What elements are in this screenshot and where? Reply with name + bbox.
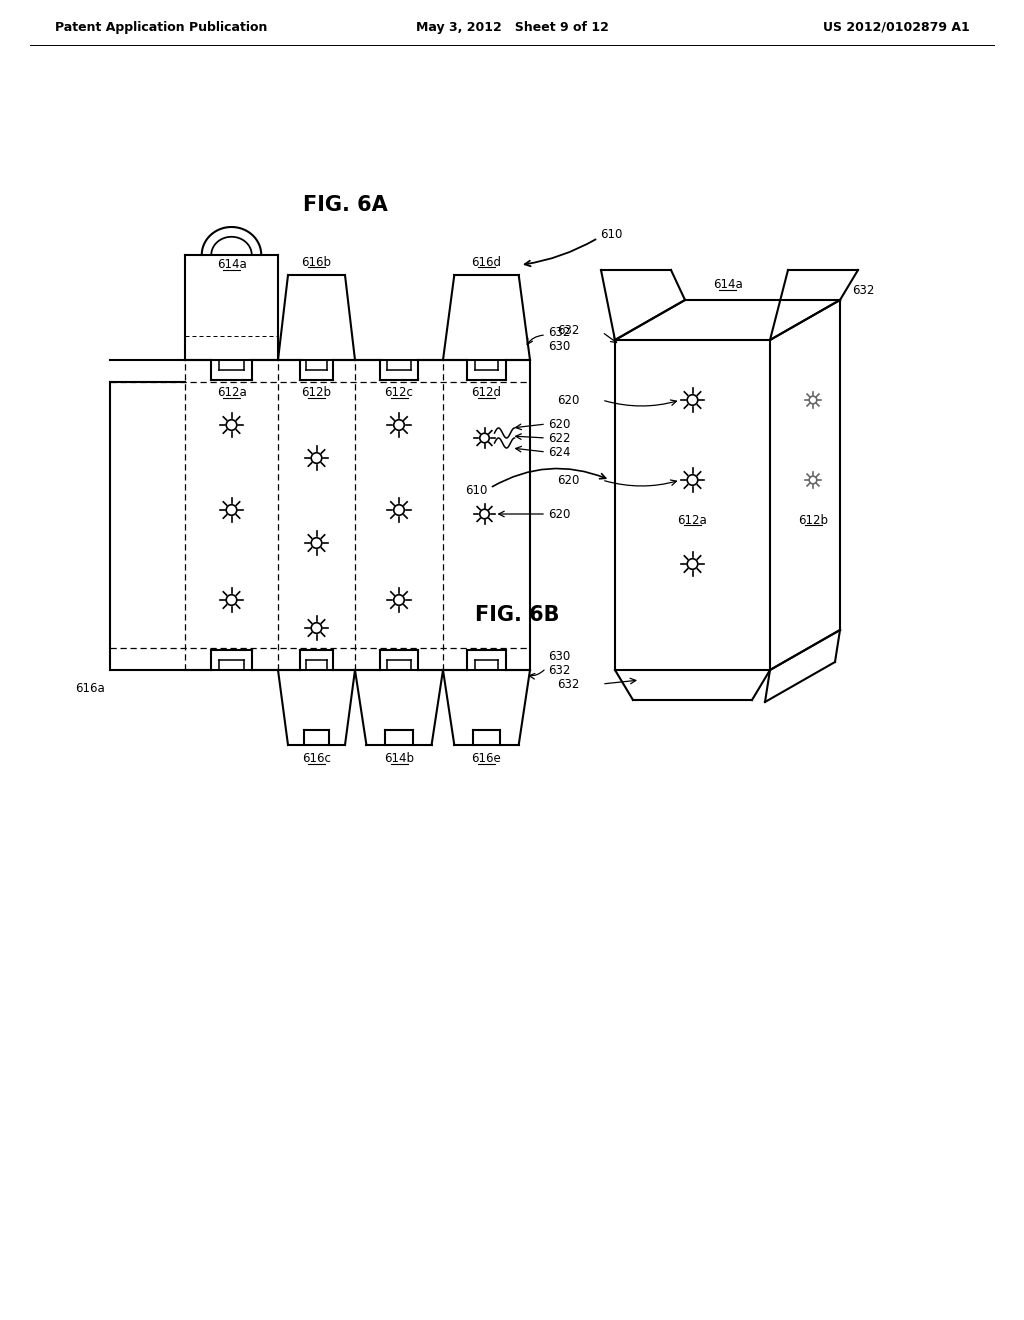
- Text: 614a: 614a: [713, 279, 742, 292]
- Text: 612a: 612a: [678, 513, 708, 527]
- Text: 612d: 612d: [471, 387, 502, 400]
- Text: Patent Application Publication: Patent Application Publication: [55, 21, 267, 33]
- Text: 614a: 614a: [217, 259, 247, 272]
- Text: 620: 620: [558, 393, 580, 407]
- Text: 630: 630: [548, 649, 570, 663]
- Text: 620: 620: [548, 507, 570, 520]
- Text: 632: 632: [558, 678, 580, 692]
- Text: 632: 632: [558, 323, 580, 337]
- Text: 630: 630: [548, 339, 570, 352]
- Text: 612c: 612c: [385, 387, 414, 400]
- Text: FIG. 6B: FIG. 6B: [475, 605, 559, 624]
- Text: FIG. 6A: FIG. 6A: [303, 195, 387, 215]
- Text: 616a: 616a: [75, 681, 105, 694]
- Text: May 3, 2012   Sheet 9 of 12: May 3, 2012 Sheet 9 of 12: [416, 21, 608, 33]
- Text: 622: 622: [548, 432, 570, 445]
- Text: 612b: 612b: [798, 513, 828, 527]
- Text: 620: 620: [558, 474, 580, 487]
- Text: 616b: 616b: [301, 256, 332, 268]
- Text: 620: 620: [548, 417, 570, 430]
- Text: 610: 610: [600, 228, 623, 242]
- Text: 624: 624: [548, 446, 570, 458]
- Text: 632: 632: [852, 284, 874, 297]
- Text: 632: 632: [548, 326, 570, 338]
- Text: 612b: 612b: [301, 387, 332, 400]
- Text: 614b: 614b: [384, 752, 414, 766]
- Text: 616c: 616c: [302, 752, 331, 766]
- Text: 632: 632: [548, 664, 570, 676]
- Text: 616e: 616e: [472, 752, 502, 766]
- Text: US 2012/0102879 A1: US 2012/0102879 A1: [823, 21, 970, 33]
- Text: 612a: 612a: [217, 387, 247, 400]
- Text: 610: 610: [465, 483, 487, 496]
- Text: 616d: 616d: [471, 256, 502, 268]
